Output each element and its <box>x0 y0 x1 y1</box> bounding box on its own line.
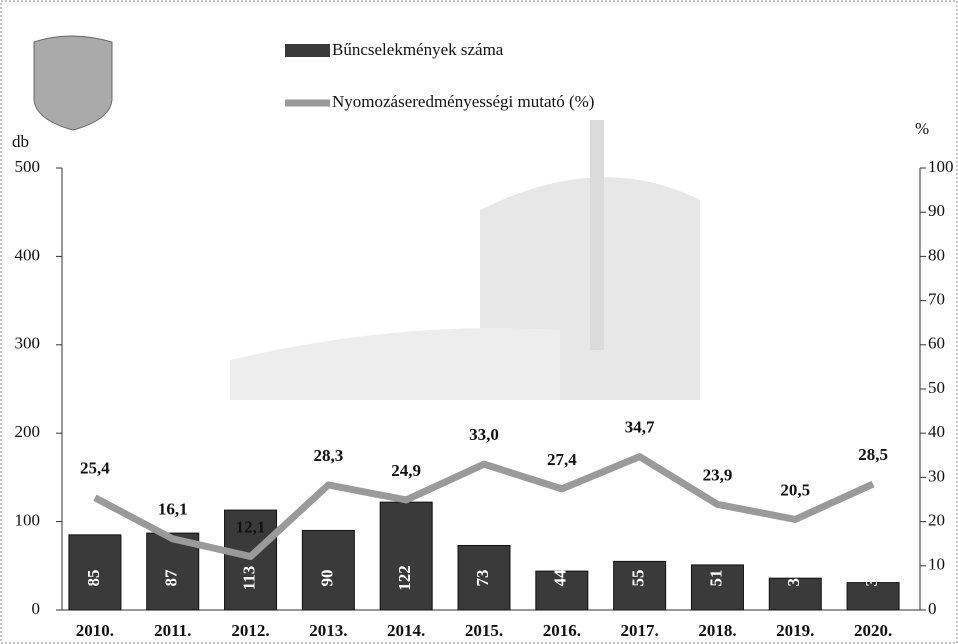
bar-value-label: 85 <box>84 570 103 587</box>
bar <box>457 544 511 611</box>
y-tick-label: 300 <box>15 334 41 353</box>
line-value-label: 34,7 <box>625 418 655 437</box>
bar-value-label: 122 <box>395 565 414 591</box>
bar-value-label: 113 <box>239 566 258 591</box>
y2-tick-label: 80 <box>928 245 945 264</box>
bar <box>301 529 355 611</box>
y2-axis-label: % <box>915 119 929 138</box>
bar <box>379 501 433 611</box>
tower <box>590 120 604 350</box>
line-value-label: 27,4 <box>547 450 577 469</box>
line-value-label: 24,9 <box>391 461 421 480</box>
background-photo <box>230 120 700 400</box>
x-tick-label: 2016. <box>543 621 581 640</box>
line-value-label: 16,1 <box>158 500 188 519</box>
logo <box>33 35 113 131</box>
y2-tick-label: 100 <box>928 157 954 176</box>
x-tick-label: 2010. <box>76 621 114 640</box>
y-tick-label: 200 <box>15 422 41 441</box>
y-tick-label: 400 <box>15 245 41 264</box>
line-value-label: 20,5 <box>780 480 810 499</box>
building-low <box>230 328 560 400</box>
bar-value-label: 44 <box>551 569 570 587</box>
legend-label: Nyomozáseredményességi mutató (%) <box>332 92 594 111</box>
x-tick-label: 2012. <box>231 621 269 640</box>
y2-tick-label: 70 <box>928 290 945 309</box>
y2-tick-label: 0 <box>928 599 937 618</box>
line <box>93 453 875 561</box>
y2-tick-label: 20 <box>928 511 945 530</box>
x-tick-label: 2013. <box>309 621 347 640</box>
line-value-label: 12,1 <box>236 517 266 536</box>
legend-bar-swatch <box>285 44 330 57</box>
bar <box>846 582 900 611</box>
y-tick-label: 500 <box>15 157 41 176</box>
line-value-label: 33,0 <box>469 425 499 444</box>
bar <box>535 570 589 611</box>
x-tick-label: 2017. <box>621 621 659 640</box>
line-value-label: 25,4 <box>80 459 110 478</box>
bar-value-label: 87 <box>162 569 181 587</box>
bar-value-label: 90 <box>317 570 336 587</box>
y-axis-label: db <box>12 132 29 151</box>
bar-value-label: 36 <box>784 570 803 587</box>
x-tick-label: 2014. <box>387 621 425 640</box>
bar-value-label: 55 <box>629 570 648 587</box>
bar-value-label: 73 <box>473 570 492 587</box>
bar-value-label: 31 <box>862 570 881 587</box>
x-tick-label: 2015. <box>465 621 503 640</box>
building <box>480 177 700 400</box>
y2-tick-label: 30 <box>928 466 945 485</box>
x-tick-label: 2018. <box>698 621 736 640</box>
bar <box>613 560 667 611</box>
x-tick-label: 2019. <box>776 621 814 640</box>
x-tick-label: 2011. <box>154 621 191 640</box>
bar <box>224 509 278 611</box>
y-tick-label: 100 <box>15 511 41 530</box>
x-tick-label: 2020. <box>854 621 892 640</box>
y2-tick-label: 60 <box>928 334 945 353</box>
bar <box>690 564 744 611</box>
y2-tick-label: 90 <box>928 201 945 220</box>
y2-tick-label: 50 <box>928 378 945 397</box>
y-tick-label: 0 <box>32 599 41 618</box>
y2-tick-label: 10 <box>928 555 945 574</box>
line-value-label: 23,9 <box>703 465 733 484</box>
line-value-label: 28,5 <box>858 445 888 464</box>
legend-label: Bűncselekmények száma <box>332 40 504 59</box>
bar-value-label: 51 <box>706 570 725 587</box>
bar <box>768 577 822 611</box>
line-value-label: 28,3 <box>313 446 343 465</box>
bar <box>68 534 122 611</box>
y2-tick-label: 40 <box>928 422 945 441</box>
